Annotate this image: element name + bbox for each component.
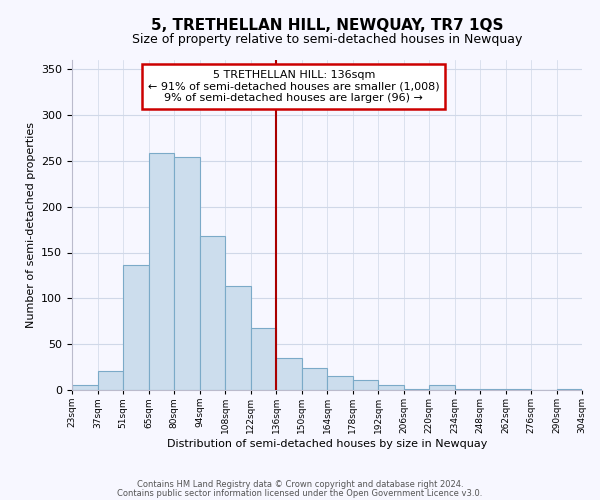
X-axis label: Distribution of semi-detached houses by size in Newquay: Distribution of semi-detached houses by … xyxy=(167,439,487,449)
Bar xyxy=(557,389,582,390)
Bar xyxy=(149,154,174,390)
Text: 5 TRETHELLAN HILL: 136sqm
← 91% of semi-detached houses are smaller (1,008)
9% o: 5 TRETHELLAN HILL: 136sqm ← 91% of semi-… xyxy=(148,70,440,103)
Bar xyxy=(123,266,149,390)
Bar xyxy=(378,386,404,390)
Bar xyxy=(276,358,302,390)
Bar xyxy=(429,386,455,390)
Text: 5, TRETHELLAN HILL, NEWQUAY, TR7 1QS: 5, TRETHELLAN HILL, NEWQUAY, TR7 1QS xyxy=(151,18,503,32)
Bar xyxy=(251,328,276,390)
Bar xyxy=(455,389,480,390)
Text: Size of property relative to semi-detached houses in Newquay: Size of property relative to semi-detach… xyxy=(132,32,522,46)
Bar xyxy=(302,368,327,390)
Bar xyxy=(505,389,531,390)
Bar xyxy=(480,389,505,390)
Bar xyxy=(327,376,353,390)
Bar xyxy=(72,384,97,390)
Text: Contains HM Land Registry data © Crown copyright and database right 2024.: Contains HM Land Registry data © Crown c… xyxy=(137,480,463,489)
Bar xyxy=(404,389,429,390)
Bar xyxy=(199,236,225,390)
Bar xyxy=(225,286,251,390)
Bar xyxy=(97,371,123,390)
Y-axis label: Number of semi-detached properties: Number of semi-detached properties xyxy=(26,122,35,328)
Text: Contains public sector information licensed under the Open Government Licence v3: Contains public sector information licen… xyxy=(118,488,482,498)
Bar xyxy=(353,380,378,390)
Bar xyxy=(174,157,199,390)
